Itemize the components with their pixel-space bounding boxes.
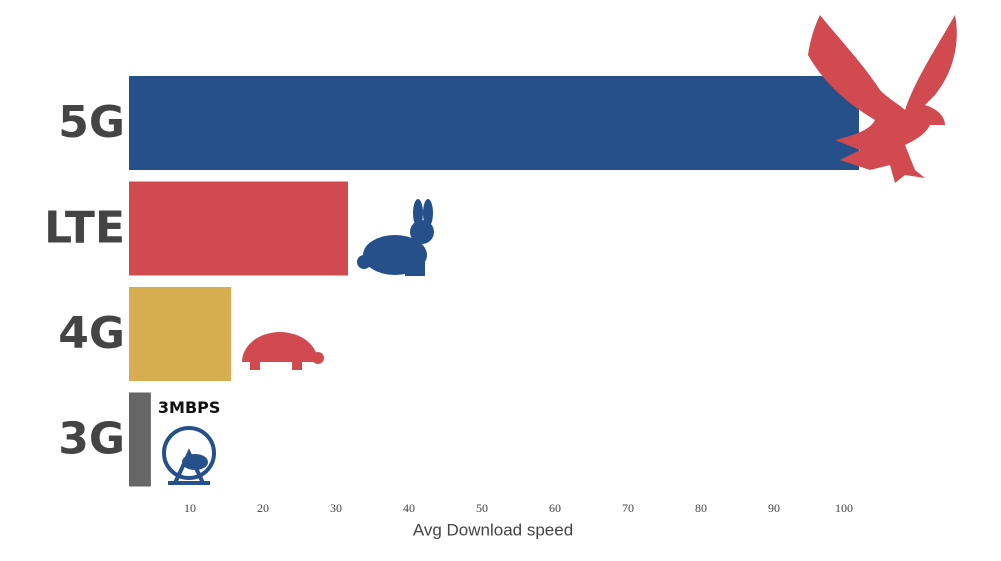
x-tick-label: 30 [330,501,342,515]
x-tick-label: 20 [257,501,269,515]
bar [129,181,348,276]
category-label: LTE [44,203,125,254]
bar [129,392,151,487]
category-label: 5G [58,97,125,148]
x-axis-label: Avg Download speed [413,520,573,539]
turtle-icon [242,332,324,370]
bar [129,287,232,381]
x-tick-label: 80 [695,501,707,515]
eagle-icon [808,15,957,183]
x-tick-label: 10 [184,501,196,515]
bar [129,76,859,170]
rabbit-icon [357,199,434,276]
category-label: 3G [58,414,125,465]
x-tick-label: 50 [476,501,488,515]
x-tick-label: 90 [768,501,780,515]
x-tick-label: 40 [403,501,415,515]
x-tick-label: 100 [835,501,853,515]
x-tick-label: 70 [622,501,634,515]
hamster-wheel-icon [162,426,216,485]
category-label: 4G [58,308,125,359]
value-label: 3MBPS [158,398,221,417]
x-tick-label: 60 [549,501,561,515]
